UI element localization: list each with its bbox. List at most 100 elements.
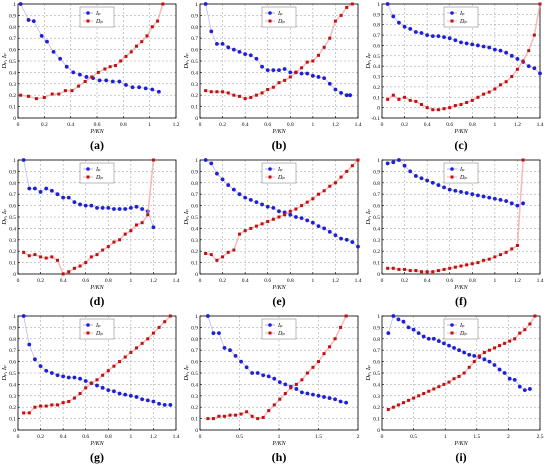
- data-point: [457, 348, 462, 353]
- data-point: [333, 337, 337, 341]
- data-point: [101, 373, 105, 377]
- chart-panel-8: 0 0.5 1 1.5 200.10.20.30.40.50.60.70.80.91P/…: [183, 314, 360, 447]
- legend-label: Dₚ: [95, 175, 103, 181]
- data-point: [123, 232, 127, 236]
- data-point: [507, 376, 512, 381]
- data-point: [403, 267, 407, 271]
- data-point: [447, 380, 451, 384]
- data-point: [311, 197, 315, 201]
- data-point: [157, 401, 161, 406]
- y-tick-label: 0.7: [9, 192, 16, 198]
- data-point: [220, 177, 225, 182]
- x-tick-label: 0.4: [424, 278, 431, 284]
- data-point: [467, 352, 472, 357]
- data-point: [459, 190, 463, 194]
- data-point: [512, 377, 517, 382]
- y-axis-label: Dₚ, Iₚ: [1, 209, 8, 226]
- data-point: [452, 377, 456, 381]
- data-point: [130, 85, 135, 90]
- data-point: [503, 341, 507, 345]
- data-point: [84, 261, 88, 265]
- data-point: [408, 26, 413, 31]
- legend: Iₚ Dₚ: [443, 162, 479, 184]
- data-point: [100, 205, 105, 210]
- data-point: [422, 392, 426, 396]
- data-point: [232, 248, 236, 252]
- data-point: [294, 207, 298, 211]
- data-point: [237, 192, 242, 197]
- legend-label: Iₚ: [459, 167, 465, 173]
- data-point: [254, 224, 258, 228]
- data-point: [140, 397, 145, 402]
- data-point: [22, 250, 26, 254]
- data-point: [140, 207, 145, 211]
- data-point: [311, 59, 315, 63]
- legend: Iₚ Dₚ: [79, 162, 115, 184]
- legend-label: Dₚ: [95, 19, 103, 25]
- chart-panel-1: 0 0.2 0.4 0.6 0.8 1 1.2 0 0.1 0.2 0.3 0.4 0.5 0.6 0.7 0…: [1, 2, 180, 135]
- data-point: [266, 220, 270, 224]
- x-axis-label: P/KN: [271, 129, 286, 135]
- data-point: [150, 87, 155, 92]
- data-point: [447, 343, 451, 348]
- data-point: [266, 374, 271, 379]
- data-point: [57, 92, 61, 96]
- data-point: [391, 314, 396, 318]
- data-point: [226, 250, 230, 254]
- data-point: [305, 391, 310, 396]
- series-line: [205, 159, 359, 262]
- data-point: [487, 195, 492, 200]
- x-tick-label: 0.4: [67, 122, 74, 128]
- data-point: [430, 34, 435, 39]
- y-tick-label: 0.7: [9, 36, 16, 42]
- data-point: [61, 401, 65, 405]
- data-point: [33, 186, 37, 191]
- data-point: [250, 414, 254, 418]
- chart-panel-2: 0 0.2 0.4 0.6 0.8 1 1.2 1.4 0 0.1 0.2 0.3 0.4 0.5 0.6 0…: [183, 2, 362, 135]
- y-axis-label: Dₚ, Iₚ: [183, 365, 190, 382]
- data-point: [448, 106, 452, 110]
- data-point: [462, 371, 466, 375]
- data-point: [509, 201, 514, 206]
- data-point: [436, 108, 440, 112]
- data-point: [509, 53, 514, 58]
- data-point: [140, 221, 144, 225]
- y-tick-label: 1: [13, 158, 16, 164]
- data-point: [527, 49, 531, 53]
- data-point: [333, 397, 337, 402]
- data-point: [78, 202, 82, 207]
- panel-letter: (g): [90, 450, 104, 464]
- y-tick-label: 0: [195, 116, 198, 122]
- data-point: [204, 251, 208, 255]
- data-point: [271, 68, 276, 73]
- data-point: [487, 90, 491, 94]
- data-point: [237, 49, 242, 54]
- y-tick-label: 0.1: [191, 261, 198, 267]
- data-point: [34, 97, 38, 101]
- legend-marker: [86, 167, 90, 171]
- series-dp: [386, 2, 542, 112]
- x-tick-label: 1.4: [173, 278, 180, 284]
- data-point: [45, 39, 49, 44]
- y-tick-label: 0.5: [191, 59, 198, 65]
- data-point: [465, 263, 469, 267]
- chart-panel-3: 0 0.2 0.4 0.6 0.8 1 1.2 1.4-0.100.10.20.30.40.5…: [365, 2, 544, 135]
- data-point: [67, 400, 71, 403]
- data-point: [112, 389, 116, 394]
- x-tick-label: 0.6: [446, 122, 453, 128]
- panel-letter: (i): [455, 450, 467, 464]
- x-tick-label: 0.4: [242, 278, 249, 284]
- x-tick-label: 1.2: [150, 278, 157, 284]
- data-point: [137, 85, 142, 90]
- data-point: [145, 398, 150, 403]
- y-tick-label: 0.3: [373, 394, 380, 400]
- y-tick-label: 0.6: [9, 360, 16, 366]
- data-point: [386, 97, 390, 101]
- y-tick-label: 0: [195, 272, 198, 278]
- y-tick-label: 0.4: [373, 64, 380, 70]
- data-point: [272, 403, 276, 407]
- data-point: [333, 181, 337, 185]
- data-point: [39, 34, 44, 38]
- panel-letter: (c): [454, 138, 468, 152]
